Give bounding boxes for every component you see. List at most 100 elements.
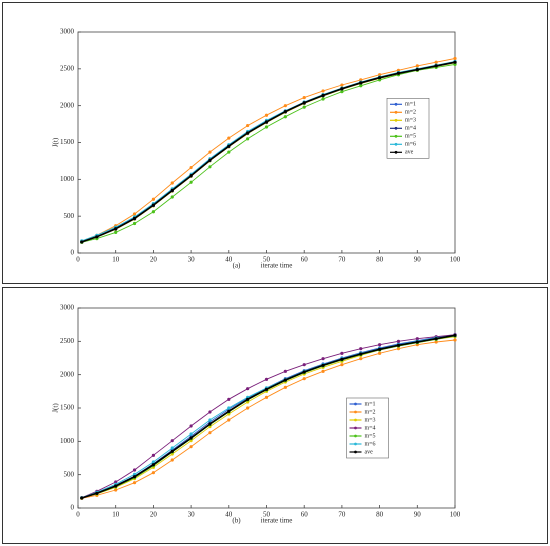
x-tick-label: 60 bbox=[301, 256, 309, 264]
point bbox=[227, 418, 231, 422]
caption: (a) bbox=[233, 262, 241, 270]
point bbox=[246, 387, 250, 391]
point bbox=[208, 165, 212, 169]
point bbox=[189, 180, 193, 184]
point bbox=[453, 338, 457, 342]
legend-label: m=2 bbox=[365, 409, 376, 415]
point bbox=[189, 165, 193, 170]
legend-label: m=2 bbox=[405, 110, 416, 116]
x-tick-label: 10 bbox=[112, 511, 120, 519]
y-tick-label: 2000 bbox=[60, 370, 75, 378]
legend-label: m=4 bbox=[365, 425, 376, 431]
point bbox=[359, 352, 363, 356]
legend-marker bbox=[394, 118, 398, 122]
point bbox=[208, 410, 212, 414]
series-line bbox=[81, 334, 456, 499]
legend-marker bbox=[354, 418, 357, 422]
point bbox=[151, 210, 155, 214]
point bbox=[189, 424, 193, 428]
y-tick-label: 3000 bbox=[60, 28, 75, 36]
legend-label: m=5 bbox=[365, 433, 376, 439]
y-tick-label: 2000 bbox=[60, 101, 75, 109]
caption: (b) bbox=[232, 517, 241, 525]
point bbox=[283, 104, 287, 108]
x-tick-label: 70 bbox=[338, 256, 346, 264]
y-tick-label: 1500 bbox=[60, 138, 75, 146]
x-tick-label: 100 bbox=[450, 256, 461, 264]
point bbox=[415, 337, 419, 341]
x-tick-label: 0 bbox=[76, 511, 80, 519]
point bbox=[170, 458, 174, 462]
point bbox=[170, 446, 174, 450]
panel-frame bbox=[2, 287, 548, 544]
point bbox=[396, 339, 401, 343]
legend-label: m=3 bbox=[365, 417, 376, 423]
x-tick-label: 20 bbox=[150, 256, 158, 264]
legend-marker bbox=[394, 126, 398, 130]
legend-label: m=5 bbox=[405, 134, 416, 140]
point bbox=[227, 144, 231, 148]
point bbox=[321, 93, 325, 97]
x-tick-label: 100 bbox=[450, 511, 461, 519]
legend-marker bbox=[354, 410, 357, 414]
x-tick-label: 10 bbox=[112, 256, 120, 264]
point bbox=[283, 115, 287, 119]
point bbox=[302, 95, 306, 100]
point bbox=[208, 158, 212, 162]
point bbox=[80, 240, 84, 244]
point bbox=[227, 136, 231, 140]
legend-label: m=3 bbox=[405, 118, 416, 124]
legend-label: m=4 bbox=[405, 126, 416, 132]
point bbox=[227, 409, 231, 413]
point bbox=[151, 463, 155, 467]
point bbox=[321, 89, 325, 93]
x-tick-label: 30 bbox=[188, 511, 196, 519]
point bbox=[396, 343, 401, 347]
legend-label: m=6 bbox=[365, 441, 376, 447]
point bbox=[246, 397, 250, 401]
point bbox=[80, 496, 84, 500]
legend-label: ave bbox=[365, 449, 374, 455]
point bbox=[340, 90, 344, 94]
point bbox=[170, 181, 174, 185]
y-axis-label: J(t) bbox=[52, 403, 60, 413]
point bbox=[246, 131, 250, 135]
point bbox=[114, 488, 118, 492]
point bbox=[434, 60, 438, 64]
y-tick-label: 500 bbox=[64, 470, 75, 478]
point bbox=[208, 150, 212, 154]
point bbox=[246, 137, 250, 141]
point bbox=[132, 468, 137, 472]
point bbox=[340, 351, 344, 355]
x-tick-label: 20 bbox=[150, 511, 158, 519]
point bbox=[170, 195, 174, 199]
legend-marker bbox=[354, 402, 357, 406]
point bbox=[151, 197, 155, 201]
panel-frame bbox=[2, 2, 548, 284]
point bbox=[208, 418, 212, 422]
point bbox=[321, 97, 325, 101]
point bbox=[95, 491, 99, 495]
y-tick-label: 0 bbox=[71, 249, 75, 257]
x-tick-label: 70 bbox=[338, 511, 346, 519]
point bbox=[227, 397, 231, 401]
point bbox=[378, 73, 382, 77]
point bbox=[453, 62, 457, 67]
legend-marker bbox=[354, 434, 357, 438]
x-tick-label: 90 bbox=[414, 511, 422, 519]
point bbox=[264, 387, 269, 391]
y-tick-label: 2500 bbox=[60, 337, 75, 345]
point bbox=[114, 484, 118, 488]
point bbox=[340, 357, 344, 361]
point bbox=[114, 230, 118, 234]
point bbox=[208, 431, 212, 435]
legend-marker bbox=[354, 450, 357, 454]
point bbox=[453, 333, 457, 337]
legend-marker bbox=[394, 110, 398, 114]
point bbox=[114, 227, 118, 231]
x-tick-label: 80 bbox=[376, 511, 384, 519]
point bbox=[302, 363, 306, 367]
legend-marker bbox=[394, 134, 398, 138]
